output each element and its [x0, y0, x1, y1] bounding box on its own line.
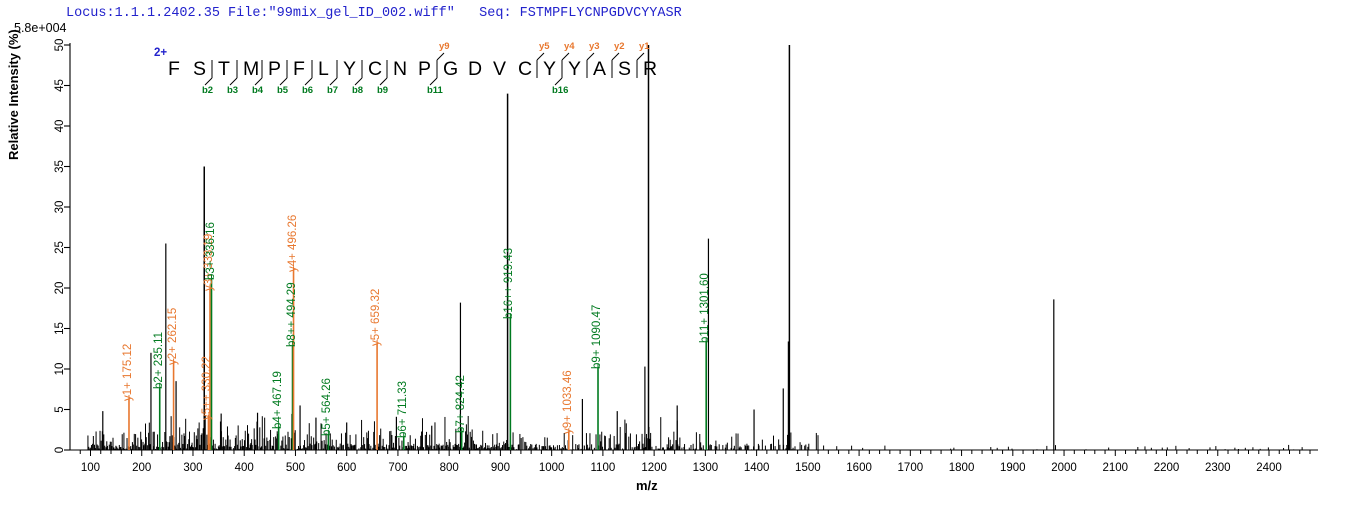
ladder-b-ion-label: b16 [552, 85, 569, 96]
peak-label: y5++ 330.22 [201, 356, 214, 421]
residue-12: G [443, 58, 459, 80]
major-peaks [102, 45, 1055, 450]
residue-17: Y [568, 58, 582, 80]
ladder-b-ion-label: b3 [227, 85, 239, 96]
svg-text:1900: 1900 [1000, 462, 1026, 474]
residue-7: L [318, 58, 329, 80]
residue-20: R [643, 58, 658, 80]
svg-text:10: 10 [54, 363, 66, 376]
ladder-b-ion-label: b11 [427, 85, 443, 96]
svg-text:1500: 1500 [795, 462, 821, 474]
peak-label: b5+ 564.26 [321, 377, 334, 436]
svg-text:900: 900 [491, 462, 510, 474]
ladder-b-ion-label: b9 [377, 85, 389, 96]
peak-label: y9+ 1033.46 [561, 370, 574, 435]
peak-label: b2+ 235.11 [152, 331, 165, 389]
ladder-y-ion-label: y1 [639, 41, 650, 52]
residue-5: P [268, 58, 282, 80]
svg-text:30: 30 [54, 201, 66, 214]
residue-10: N [393, 58, 408, 80]
intensity-scale-label: 5.8e+004 [14, 21, 67, 35]
ladder-b-ion-label: b8 [352, 85, 364, 96]
residue-8: Y [343, 58, 357, 80]
ladder-brackets [204, 52, 645, 86]
peak-label: b16++ 919.43 [503, 248, 516, 320]
svg-text:1600: 1600 [846, 462, 872, 474]
ladder-y-ion-label: y4 [564, 41, 575, 52]
residue-9: C [368, 58, 383, 80]
svg-text:1000: 1000 [539, 462, 565, 474]
svg-text:40: 40 [54, 120, 66, 133]
svg-text:200: 200 [132, 462, 151, 474]
residue-11: P [418, 58, 432, 80]
residue-18: A [593, 58, 607, 80]
ladder-y-ion-label: y2 [614, 41, 625, 52]
svg-text:400: 400 [235, 462, 254, 474]
ladder-b-ion-label: b6 [302, 85, 314, 96]
residue-6: F [293, 58, 305, 80]
residue-3: T [218, 58, 230, 80]
residue-16: Y [543, 58, 557, 80]
svg-text:300: 300 [183, 462, 202, 474]
svg-text:1200: 1200 [641, 462, 667, 474]
svg-text:0: 0 [54, 447, 66, 453]
svg-text:25: 25 [54, 241, 66, 254]
ladder-y-ion-label: y9 [439, 41, 450, 52]
svg-text:2400: 2400 [1256, 462, 1282, 474]
svg-text:20: 20 [54, 282, 66, 295]
svg-text:1300: 1300 [693, 462, 719, 474]
residue-1: F [168, 58, 180, 80]
ladder-y-ion-label: y3 [589, 41, 600, 52]
svg-text:100: 100 [81, 462, 100, 474]
annotated-peaks [128, 266, 707, 450]
svg-text:700: 700 [388, 462, 407, 474]
svg-text:2200: 2200 [1154, 462, 1180, 474]
ladder-b-ion-label: b2 [202, 85, 214, 96]
svg-text:50: 50 [54, 39, 66, 52]
peak-label: y2+ 262.15 [166, 307, 179, 365]
peak-label: y1+ 175.12 [121, 343, 134, 401]
peak-label: b7+ 824.42 [454, 375, 467, 434]
residue-2: S [193, 58, 207, 80]
svg-text:500: 500 [286, 462, 305, 474]
ladder-y-ion-label: y5 [539, 41, 550, 52]
peak-label: b8++ 494.29 [285, 282, 298, 347]
svg-text:45: 45 [54, 79, 66, 92]
peak-label: y4+ 496.26 [286, 214, 299, 273]
residue-13: D [468, 58, 483, 80]
svg-text:5: 5 [54, 406, 66, 412]
ladder-b-ion-label: b7 [327, 85, 339, 96]
residue-15: C [518, 58, 533, 80]
spectrum-header: Locus:1.1.1.2402.35 File:"99mix_gel_ID_0… [66, 6, 682, 21]
peak-label: b11+ 1301.60 [699, 273, 712, 344]
svg-text:1800: 1800 [949, 462, 975, 474]
peak-label: b6+ 711.33 [396, 381, 409, 439]
peak-label: y5+ 659.32 [370, 288, 383, 346]
peak-label: b3+ 336.16 [204, 222, 217, 281]
peak-label: b9+ 1090.47 [591, 305, 603, 370]
svg-text:600: 600 [337, 462, 356, 474]
svg-text:800: 800 [440, 462, 459, 474]
svg-text:1700: 1700 [898, 462, 924, 474]
residue-4: M [243, 58, 260, 80]
ladder-b-ion-label: b5 [277, 85, 289, 96]
svg-text:2100: 2100 [1102, 462, 1128, 474]
peak-label: b4+ 467.19 [271, 370, 284, 429]
svg-text:2300: 2300 [1205, 462, 1231, 474]
ladder-b-ion-label: b4 [252, 85, 264, 96]
svg-text:1400: 1400 [744, 462, 770, 474]
residue-19: S [618, 58, 632, 80]
svg-text:2000: 2000 [1051, 462, 1077, 474]
residue-14: V [493, 58, 507, 80]
noise-peaks [87, 413, 1303, 450]
svg-text:15: 15 [54, 322, 66, 335]
svg-text:35: 35 [54, 160, 66, 173]
svg-text:1100: 1100 [591, 462, 616, 474]
precursor-charge-label: 2+ [154, 47, 168, 59]
x-axis-title: m/z [636, 478, 658, 493]
